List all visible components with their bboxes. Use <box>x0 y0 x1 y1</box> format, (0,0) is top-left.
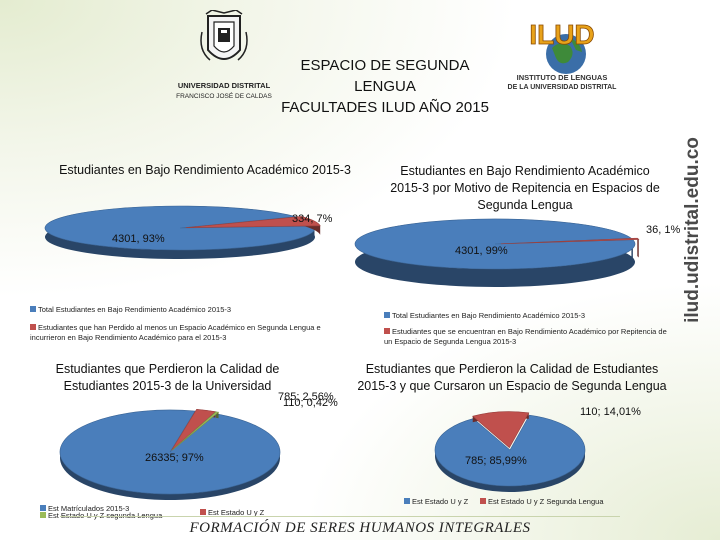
footer-motto: FORMACIÓN DE SERES HUMANOS INTEGRALES <box>189 520 531 536</box>
chart2-legend-repitencia-label: Estudiantes que se encuentran en Bajo Re… <box>384 327 667 346</box>
background-tint-bottom <box>300 280 720 540</box>
legend-swatch <box>200 509 206 515</box>
chart4-legend-estado-lengua-label: Est Estado U y Z Segunda Lengua <box>488 497 604 506</box>
chart2-slice-1 <box>354 218 636 270</box>
legend-swatch <box>40 505 46 511</box>
chart3-legend-matriculados-label: Est Matrículados 2015-3 <box>48 504 130 513</box>
chart1-legend-total-label: Total Estudiantes en Bajo Rendimiento Ac… <box>38 305 232 314</box>
page-title-line1: ESPACIO DE SEGUNDA <box>300 57 470 74</box>
chart1-legend-lost-label: Estudiantes que han Perdido al menos un … <box>30 323 321 342</box>
chart1-legend-lost: Estudiantes que han Perdido al menos un … <box>30 323 350 343</box>
ilud-logo-line1: INSTITUTO DE LENGUAS <box>517 73 608 82</box>
chart1-label-total: 4301, 93% <box>112 233 165 245</box>
ilud-logo-line2: DE LA UNIVERSIDAD DISTRITAL <box>508 84 618 91</box>
chart4-label-estado-lengua: 110; 14,01% <box>580 406 641 418</box>
udistrital-logo-line2: FRANCISCO JOSÉ DE CALDAS <box>176 91 272 100</box>
footer-divider <box>60 516 620 517</box>
page-title-line3: FACULTADES ILUD AÑO 2015 <box>281 99 489 116</box>
legend-swatch <box>404 498 410 504</box>
chart2-title: Estudiantes en Bajo Rendimiento Académic… <box>390 164 660 212</box>
chart1-legend-total: Total Estudiantes en Bajo Rendimiento Ac… <box>30 305 350 315</box>
chart1-slice-1 <box>44 205 316 251</box>
chart2-legend-repitencia: Estudiantes que se encuentran en Bajo Re… <box>384 327 674 347</box>
legend-swatch <box>384 312 390 318</box>
udistrital-logo-line1: UNIVERSIDAD DISTRITAL <box>178 81 271 90</box>
page-title-line2: LENGUA <box>354 78 416 95</box>
ilud-logo: ILUD INSTITUTO DE LENGUAS DE LA UNIVERSI… <box>508 19 618 91</box>
crest-icon <box>200 10 248 61</box>
page-title: ESPACIO DE SEGUNDA LENGUA FACULTADES ILU… <box>240 55 530 118</box>
legend-swatch <box>384 328 390 334</box>
legend-swatch <box>40 512 46 518</box>
chart2-label-repitencia: 36, 1% <box>646 224 681 236</box>
chart3-label-matriculados: 26335; 97% <box>145 452 204 464</box>
chart3-legend-estado-lengua-label: Est Estado U y Z segunda Lengua <box>48 511 162 520</box>
chart4-legend-estado-label: Est Estado U y Z <box>412 497 469 506</box>
chart2-slice-2 <box>500 237 640 245</box>
chart4-legend-estado: Est Estado U y Z <box>404 497 468 507</box>
chart3-legend-estado-label: Est Estado U y Z <box>208 508 265 517</box>
chart1-title: Estudiantes en Bajo Rendimiento Académic… <box>59 163 351 177</box>
chart3-label-estado: 785; 2,56% <box>278 391 334 403</box>
chart3-legend-estado: Est Estado U y Z <box>200 508 264 518</box>
chart4-title: Estudiantes que Perdieron la Calidad de … <box>357 362 667 393</box>
chart3-legend-estado-lengua: Est Estado U y Z segunda Lengua <box>40 511 162 521</box>
chart2-legend-total-label: Total Estudiantes en Bajo Rendimiento Ac… <box>392 311 586 320</box>
chart3-title: Estudiantes que Perdieron la Calidad de … <box>55 362 280 393</box>
chart3-slice-1 <box>59 409 281 495</box>
chart4-legend-estado-lengua: Est Estado U y Z Segunda Lengua <box>480 497 604 507</box>
ilud-logo-wordmark: ILUD <box>529 19 594 50</box>
chart2-label-total: 4301, 99% <box>455 245 508 257</box>
chart2-legend-total: Total Estudiantes en Bajo Rendimiento Ac… <box>384 311 674 321</box>
side-url-text: ilud.udistrital.edu.co <box>682 137 703 323</box>
chart3-slice-3 <box>171 411 220 451</box>
chart4-slice-2 <box>472 411 530 449</box>
legend-swatch <box>30 306 36 312</box>
legend-swatch <box>480 498 486 504</box>
chart4-slice-1 <box>434 414 586 487</box>
globe-icon <box>546 34 586 74</box>
chart3-label-estado-lengua: 110; 0,42% <box>283 397 338 409</box>
udistrital-logo: UNIVERSIDAD DISTRITAL FRANCISCO JOSÉ DE … <box>176 10 273 100</box>
chart3-legend-matriculados: Est Matrículados 2015-3 <box>40 504 129 514</box>
legend-swatch <box>30 324 36 330</box>
chart1-slice-2 <box>185 216 321 228</box>
chart3-slice-2 <box>171 408 217 451</box>
chart2-slice-2-side <box>637 238 639 258</box>
chart1-label-lost: 334, 7% <box>292 213 333 225</box>
chart4-label-estado: 785; 85,99% <box>465 455 527 467</box>
